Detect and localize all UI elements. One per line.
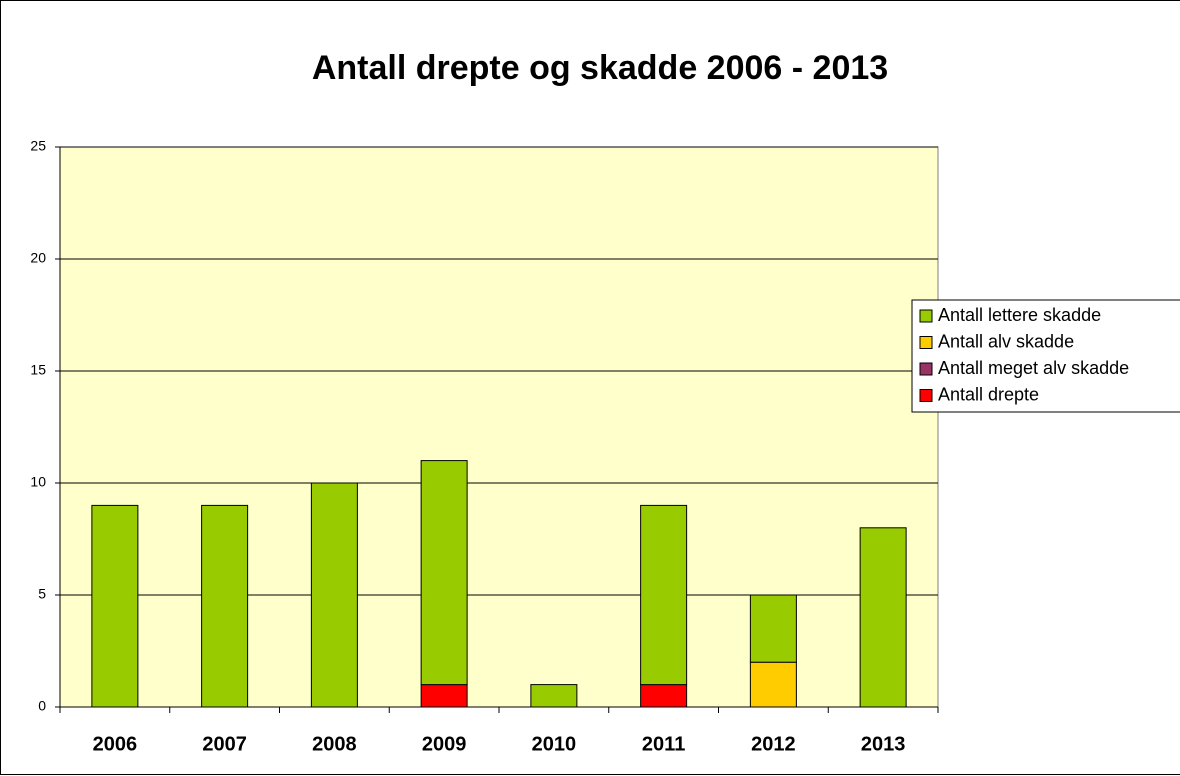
y-tick-label: 5 xyxy=(38,586,46,602)
bar-segment xyxy=(749,661,797,708)
y-tick-label: 10 xyxy=(30,474,46,490)
bar-segment xyxy=(530,684,578,708)
x-tick-label: 2012 xyxy=(751,733,796,755)
bar-segment xyxy=(420,460,468,686)
legend-label: Antall alv skadde xyxy=(938,331,1074,351)
x-tick-label: 2007 xyxy=(202,733,247,755)
legend-label: Antall meget alv skadde xyxy=(938,358,1129,378)
legend-box xyxy=(911,299,1180,413)
y-tick-label: 15 xyxy=(30,362,46,378)
bar-segment xyxy=(201,504,249,708)
x-tick-label: 2009 xyxy=(422,733,467,755)
legend-label: Antall lettere skadde xyxy=(938,305,1101,325)
x-tick-label: 2008 xyxy=(312,733,357,755)
legend-label: Antall drepte xyxy=(938,384,1039,404)
bar-segment xyxy=(640,504,688,686)
x-tick-label: 2006 xyxy=(93,733,138,755)
plot-area xyxy=(59,146,939,708)
x-tick-label: 2011 xyxy=(642,733,685,755)
bar-segment xyxy=(91,504,139,708)
x-tick-label: 2013 xyxy=(861,733,906,755)
legend-swatch xyxy=(919,309,933,323)
bar-segment xyxy=(859,527,907,708)
bar-segment xyxy=(749,594,797,663)
y-tick-label: 25 xyxy=(30,138,46,154)
legend-swatch xyxy=(919,389,933,402)
chart-title: Antall drepte og skadde 2006 - 2013 xyxy=(312,49,888,87)
legend-swatch xyxy=(919,362,933,376)
bar-segment xyxy=(640,684,688,708)
bar-segment xyxy=(310,482,358,708)
legend-swatch xyxy=(919,336,933,349)
y-tick-label: 20 xyxy=(30,250,46,266)
y-tick-label: 0 xyxy=(38,698,46,714)
x-tick-label: 2010 xyxy=(532,733,577,755)
bar-segment xyxy=(420,684,468,708)
